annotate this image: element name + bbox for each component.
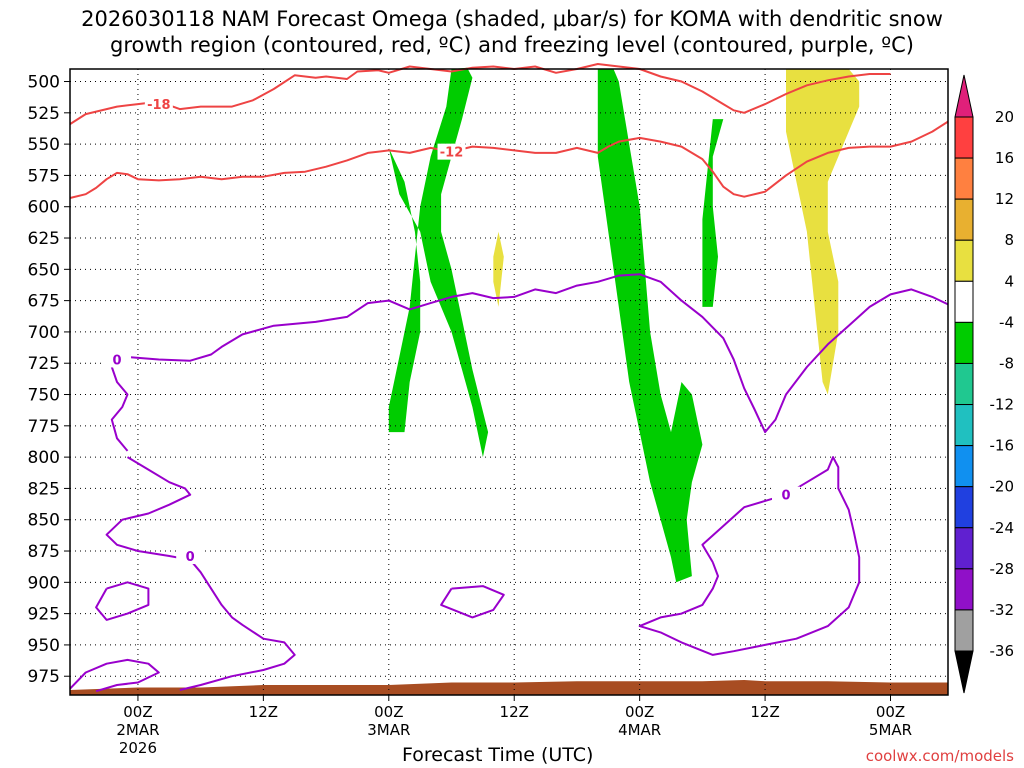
y-tick-label-850: 850	[28, 511, 60, 531]
freezing-level-small-2	[95, 581, 150, 621]
x-tick-date-24: 3MAR	[367, 721, 410, 739]
y-tick-label-875: 875	[28, 542, 60, 562]
x-tick-label-12: 12Z	[249, 703, 278, 721]
y-tick-label-675: 675	[28, 292, 60, 312]
x-tick-date-0: 2MAR	[116, 721, 159, 739]
y-axis: 500 525 550 575 600 625 650 675 700 725 750 775 800 8…	[28, 73, 70, 687]
x-tick-label-60: 12Z	[750, 703, 779, 721]
title-line-2: growth region (contoured, red, ºC) and f…	[110, 33, 914, 57]
colorbar-segment-0	[954, 116, 974, 159]
colorbar-segment-5	[954, 321, 974, 364]
colorbar-segment-8	[954, 445, 974, 488]
colorbar-label-9: -20	[990, 478, 1015, 496]
freezing-level-lower	[105, 456, 296, 691]
freezing-level-main-label: 0	[113, 353, 122, 368]
colorbar-segment-10	[954, 527, 974, 570]
x-tick-label-24: 00Z	[374, 703, 403, 721]
freezing-level-lower-label: 0	[186, 550, 195, 565]
y-tick-label-600: 600	[28, 198, 60, 218]
dgz-top	[69, 63, 891, 125]
y-tick-label-500: 500	[28, 73, 60, 93]
y-tick-label-775: 775	[28, 417, 60, 437]
terrain-surface	[70, 680, 948, 695]
freezing-level-lower-label-bg	[176, 548, 205, 565]
x-tick-label-36: 12Z	[500, 703, 529, 721]
upward-motion-band-1	[388, 67, 489, 458]
x-tick-date-48: 4MAR	[618, 721, 661, 739]
title-line-1: 2026030118 NAM Forecast Omega (shaded, μ…	[81, 7, 943, 31]
x-tick-label-0: 00Z	[123, 703, 152, 721]
colorbar-segment-11	[954, 568, 974, 611]
weak-sinking-region-1	[786, 69, 860, 395]
contour-lines: -18 -12 0 0 0	[69, 63, 949, 693]
dgz-bottom	[69, 120, 949, 199]
omega-shading	[388, 67, 860, 583]
freezing-level-small-1	[69, 658, 160, 693]
colorbar-label-10: -24	[990, 519, 1015, 537]
upward-motion-band-2	[597, 69, 703, 583]
x-axis-title: Forecast Time (UTC)	[402, 744, 594, 766]
colorbar-label-6: -8	[999, 354, 1014, 372]
y-tick-label-725: 725	[28, 354, 60, 374]
colorbar-label-2: 12	[995, 190, 1014, 208]
colorbar-label-4: 4	[1004, 272, 1014, 290]
colorbar-label-8: -16	[990, 437, 1015, 455]
colorbar-label-5: -4	[999, 313, 1014, 331]
colorbar-segment-1	[954, 157, 974, 200]
y-tick-label-525: 525	[28, 104, 60, 124]
y-tick-label-625: 625	[28, 229, 60, 249]
y-tick-label-950: 950	[28, 636, 60, 656]
colorbar-segment-6	[954, 362, 974, 406]
colorbar: 20 16 12 8 4 -4 -8 -12 -16 -20 -24 -28 -32 -36	[954, 74, 1015, 694]
freezing-level-main-label-bg	[103, 351, 132, 368]
freezing-level-main	[110, 273, 949, 452]
freezing-level-right-label-bg	[771, 486, 800, 503]
y-tick-label-750: 750	[28, 386, 60, 406]
dgz-top-label: -18	[147, 98, 171, 113]
colorbar-segment-9	[954, 486, 974, 529]
dgz-bottom-label: -12	[440, 146, 464, 161]
y-tick-label-700: 700	[28, 323, 60, 343]
colorbar-segment-7	[954, 404, 974, 447]
x-tick-year-0: 2026	[119, 739, 157, 757]
y-tick-label-975: 975	[28, 667, 60, 687]
dgz-bottom-label-bg	[437, 143, 466, 160]
credit-text: coolwx.com/models	[865, 747, 1014, 765]
colorbar-segment-12	[954, 609, 974, 652]
y-tick-label-650: 650	[28, 260, 60, 280]
colorbar-label-7: -12	[990, 396, 1015, 414]
freezing-level-right-label: 0	[781, 489, 790, 504]
terrain-fill	[70, 680, 948, 695]
y-tick-label-900: 900	[28, 573, 60, 593]
chart-title: 2026030118 NAM Forecast Omega (shaded, μ…	[0, 6, 1024, 58]
colorbar-segment-2	[954, 198, 974, 241]
colorbar-label-0: 20	[995, 108, 1014, 126]
colorbar-label-11: -28	[990, 560, 1015, 578]
y-tick-label-925: 925	[28, 605, 60, 625]
y-tick-label-575: 575	[28, 166, 60, 186]
y-tick-label-800: 800	[28, 448, 60, 468]
x-tick-label-72: 00Z	[876, 703, 905, 721]
colorbar-label-13: -36	[990, 642, 1015, 660]
weak-sinking-region-2	[493, 231, 504, 307]
colorbar-label-12: -32	[990, 601, 1015, 619]
colorbar-segment-3	[954, 239, 974, 282]
dgz-top-label-bg	[144, 96, 173, 113]
colorbar-segment-4	[954, 280, 974, 323]
colorbar-top-arrow	[954, 74, 974, 118]
colorbar-bottom-arrow	[954, 650, 974, 694]
y-tick-label-550: 550	[28, 135, 60, 155]
colorbar-label-1: 16	[995, 149, 1014, 167]
plot-frame	[69, 68, 949, 696]
colorbar-label-3: 8	[1004, 231, 1014, 249]
x-tick-label-48: 00Z	[625, 703, 654, 721]
upward-motion-band-3	[702, 119, 724, 307]
freezing-level-small-3	[440, 585, 505, 619]
y-tick-label-825: 825	[28, 479, 60, 499]
x-tick-date-72: 5MAR	[869, 721, 912, 739]
